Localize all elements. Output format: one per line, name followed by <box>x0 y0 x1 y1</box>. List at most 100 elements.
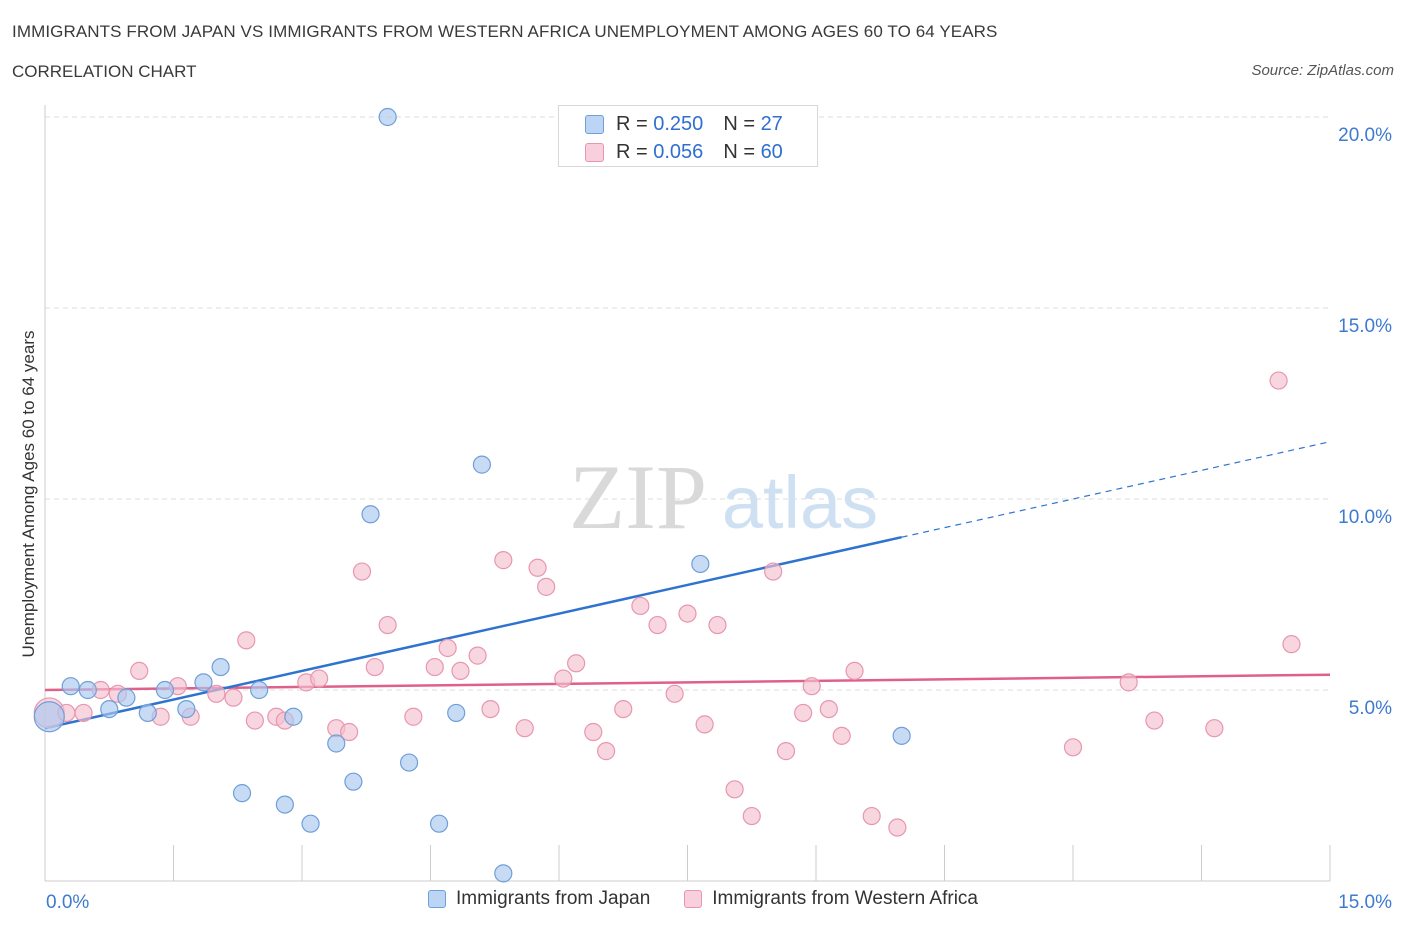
japan-point-20 <box>429 814 449 833</box>
japan-point-18 <box>378 107 397 127</box>
wafrica-point-35 <box>597 742 616 761</box>
trend-japan <box>44 441 1331 730</box>
chart-title: IMMIGRANTS FROM JAPAN VS IMMIGRANTS FROM… <box>12 22 998 41</box>
japan-point-8 <box>194 673 213 692</box>
japan-point-4 <box>117 688 136 707</box>
gridlines <box>45 116 1330 691</box>
trend-line-japan <box>44 535 902 730</box>
japan-n-value: 27 <box>760 112 783 135</box>
y-axis-label: Unemployment Among Ages 60 to 64 years <box>19 331 38 658</box>
japan-point-26 <box>892 726 911 745</box>
points-western-africa <box>33 371 1301 837</box>
source-credit: Source: ZipAtlas.com <box>1251 62 1394 79</box>
wafrica-point-45 <box>764 562 783 581</box>
wafrica-point-10 <box>224 688 243 707</box>
wafrica-point-28 <box>494 551 513 570</box>
japan-point-23 <box>494 864 513 883</box>
japan-point-6 <box>155 680 175 700</box>
wafrica-point-50 <box>832 726 851 745</box>
japan-point-2 <box>78 680 97 700</box>
wafrica-point-46 <box>776 742 796 761</box>
japan-n-label: N = <box>723 112 755 135</box>
wafrica-point-39 <box>665 684 684 703</box>
legend-label-wafrica: Immigrants from Western Africa <box>712 888 978 909</box>
stats-row-japan: R = 0.250 N = 27 <box>585 110 783 138</box>
legend-swatch-wafrica <box>684 890 703 908</box>
japan-r-label: R = <box>616 112 648 135</box>
wafrica-point-31 <box>537 577 556 596</box>
wafrica-point-27 <box>481 699 500 719</box>
wafrica-swatch <box>585 142 604 162</box>
wafrica-n-label: N = <box>723 140 755 163</box>
wafrica-point-47 <box>794 703 813 723</box>
wafrica-point-51 <box>845 661 864 681</box>
wafrica-point-36 <box>614 699 633 719</box>
wafrica-point-2 <box>74 703 93 723</box>
japan-point-9 <box>211 657 230 677</box>
japan-r-value: 0.250 <box>653 112 704 135</box>
y-tick-label-0: 5.0% <box>1349 698 1392 719</box>
japan-point-15 <box>327 734 346 753</box>
japan-point-25 <box>691 554 710 574</box>
wafrica-point-12 <box>245 711 264 730</box>
wafrica-point-29 <box>515 719 534 738</box>
wafrica-point-58 <box>1269 371 1288 390</box>
wafrica-point-34 <box>584 722 603 742</box>
japan-point-12 <box>275 795 294 814</box>
wafrica-point-24 <box>438 638 457 658</box>
wafrica-point-16 <box>310 669 329 688</box>
japan-point-16 <box>344 772 363 791</box>
japan-point-10 <box>232 784 252 803</box>
japan-point-3 <box>100 699 119 719</box>
japan-point-1 <box>61 677 80 696</box>
series-legend: Immigrants from Japan Immigrants from We… <box>0 888 1406 910</box>
y-tick-label-1: 10.0% <box>1338 507 1392 528</box>
legend-label-japan: Immigrants from Japan <box>455 888 651 909</box>
y-tick-label-2: 15.0% <box>1338 316 1392 337</box>
wafrica-point-42 <box>708 615 727 635</box>
legend-item-wafrica[interactable]: Immigrants from Western Africa <box>684 888 978 910</box>
wafrica-point-5 <box>130 661 149 681</box>
wafrica-r-label: R = <box>616 140 648 163</box>
wafrica-point-23 <box>425 657 444 677</box>
watermark-zip: ZIP <box>569 446 707 548</box>
japan-point-11 <box>250 680 269 700</box>
wafrica-point-18 <box>340 722 359 742</box>
y-tick-label-3: 20.0% <box>1338 125 1392 146</box>
wafrica-point-49 <box>819 699 838 719</box>
japan-point-17 <box>361 505 380 524</box>
japan-point-0 <box>33 701 65 733</box>
x-tick-label-min: 0.0% <box>46 892 89 913</box>
wafrica-point-37 <box>631 596 650 616</box>
wafrica-point-41 <box>695 715 714 734</box>
watermark: ZIP atlas <box>569 446 878 548</box>
legend-item-japan[interactable]: Immigrants from Japan <box>427 888 651 910</box>
wafrica-point-26 <box>468 646 487 665</box>
tick-labels: 5.0% 10.0% 15.0% 20.0% 0.0% 15.0% <box>46 125 1392 913</box>
japan-point-21 <box>447 703 466 723</box>
wafrica-point-59 <box>1282 635 1301 654</box>
watermark-atlas: atlas <box>722 461 878 544</box>
wafrica-point-44 <box>742 806 761 826</box>
trend-line-japan-extension <box>901 441 1331 538</box>
wafrica-point-9 <box>207 684 226 703</box>
wafrica-point-33 <box>567 654 586 673</box>
wafrica-point-25 <box>451 661 470 681</box>
wafrica-point-21 <box>378 615 397 635</box>
wafrica-point-56 <box>1145 711 1164 730</box>
stats-legend: R = 0.250 N = 27 R = 0.056 N = 60 <box>558 105 818 167</box>
x-tick-label-max: 15.0% <box>1338 892 1392 913</box>
wafrica-r-value: 0.056 <box>653 140 704 163</box>
wafrica-point-55 <box>1119 673 1138 692</box>
japan-point-7 <box>177 699 196 719</box>
japan-point-13 <box>284 707 303 726</box>
japan-point-19 <box>399 753 419 772</box>
japan-swatch <box>585 114 604 134</box>
wafrica-point-20 <box>365 657 384 677</box>
wafrica-point-53 <box>888 818 907 837</box>
wafrica-point-43 <box>725 780 744 799</box>
wafrica-point-48 <box>802 677 821 696</box>
wafrica-point-11 <box>237 631 256 650</box>
wafrica-point-40 <box>678 604 697 623</box>
japan-point-14 <box>301 814 320 833</box>
